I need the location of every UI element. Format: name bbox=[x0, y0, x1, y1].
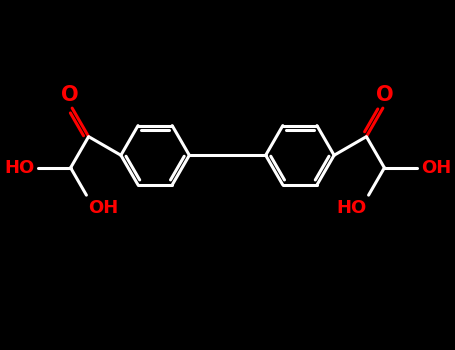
Text: HO: HO bbox=[336, 199, 366, 217]
Text: OH: OH bbox=[89, 199, 119, 217]
Text: O: O bbox=[376, 85, 394, 105]
Text: OH: OH bbox=[421, 159, 451, 177]
Text: O: O bbox=[61, 85, 79, 105]
Text: HO: HO bbox=[4, 159, 34, 177]
